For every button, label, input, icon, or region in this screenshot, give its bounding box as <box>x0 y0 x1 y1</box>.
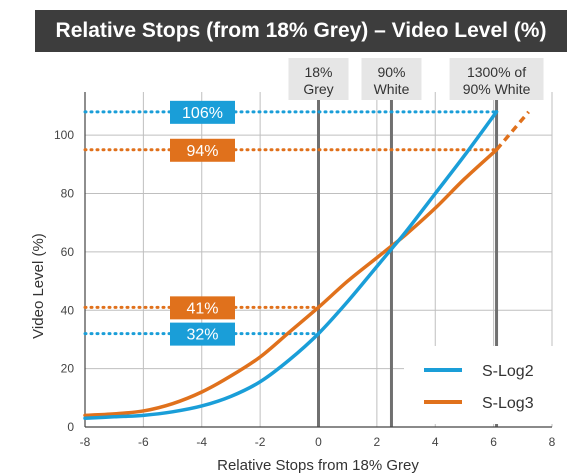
reference-label-box <box>449 58 544 100</box>
legend: S-Log2 S-Log3 <box>404 346 554 424</box>
x-tick-label: -8 <box>80 435 91 449</box>
reference-label: Grey <box>303 81 333 97</box>
legend-label-slog2: S-Log2 <box>482 363 534 380</box>
reference-label-box <box>288 58 349 100</box>
series <box>83 110 530 420</box>
value-label: 41% <box>186 300 218 317</box>
reference-label: 90% White <box>463 81 531 97</box>
reference-label: 1300% of <box>467 64 526 80</box>
y-tick-label: 80 <box>61 187 75 201</box>
value-label: 106% <box>182 105 223 122</box>
axes: Relative Stops from 18% Grey Video Level… <box>30 92 556 474</box>
y-tick-label: 0 <box>67 420 74 434</box>
x-tick-label: 8 <box>549 435 556 449</box>
series-line-slog3 <box>83 148 499 418</box>
x-axis-label: Relative Stops from 18% Grey <box>217 457 419 474</box>
x-tick-label: 2 <box>374 435 381 449</box>
reference-label: White <box>374 81 410 97</box>
value-label: 32% <box>186 327 218 344</box>
value-label-box <box>170 296 235 320</box>
annotation-guides <box>83 110 499 336</box>
x-tick-label: 0 <box>315 435 322 449</box>
y-tick-label: 100 <box>54 128 74 142</box>
x-tick-label: 4 <box>432 435 439 449</box>
y-axis-label: Video Level (%) <box>30 233 47 339</box>
annotations: 106% 94% 41% 32% <box>170 100 235 346</box>
reference-label-box <box>361 58 422 100</box>
x-tick-label: 6 <box>490 435 497 449</box>
value-label-box <box>170 322 235 346</box>
value-label: 94% <box>186 143 218 160</box>
reference-label: 90% <box>377 64 405 80</box>
y-tick-label: 20 <box>61 362 75 376</box>
chart-title: Relative Stops (from 18% Grey) – Video L… <box>35 10 567 52</box>
y-tick-label: 60 <box>61 245 75 259</box>
reference-label: 18% <box>304 64 332 80</box>
series-extension-dashed <box>495 110 530 151</box>
x-tick-label: -6 <box>138 435 149 449</box>
y-tick-label: 40 <box>61 303 75 317</box>
x-tick-label: -2 <box>255 435 266 449</box>
x-tick-label: -4 <box>196 435 207 449</box>
value-label-box <box>170 138 235 162</box>
series-line-slog2 <box>83 110 499 420</box>
value-label-box <box>170 100 235 124</box>
legend-label-slog3: S-Log3 <box>482 395 534 412</box>
legend-box <box>404 346 554 424</box>
